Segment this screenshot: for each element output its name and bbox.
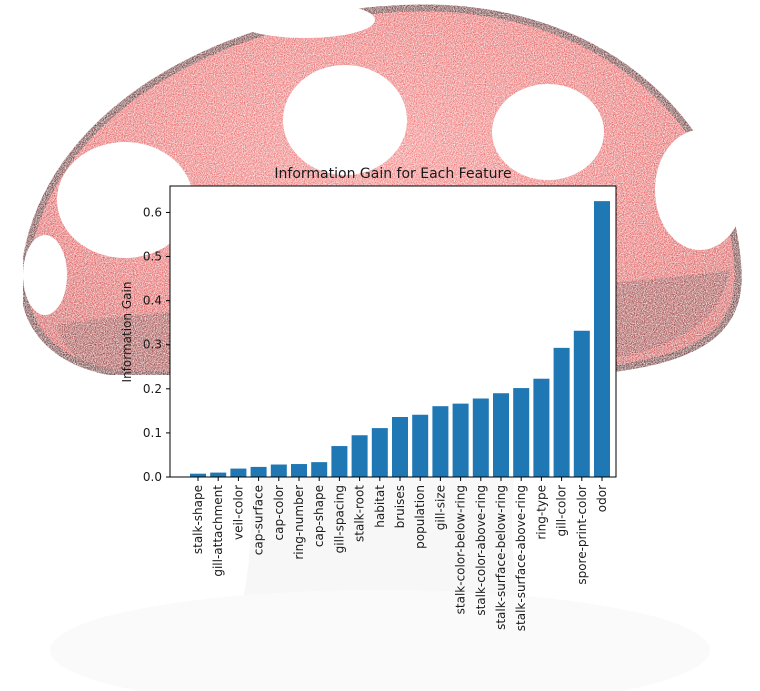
bar-bruises: [392, 416, 408, 477]
bar-stalk-color-below-ring: [452, 403, 469, 477]
y-tick-label: 0.4: [143, 294, 162, 308]
bar-gill-attachment: [210, 472, 227, 477]
bar-ring-number: [291, 464, 307, 477]
x-axis-ticks: stalk-shape gill-attachment veil-color cap-…: [191, 477, 609, 631]
bar-series: [190, 201, 610, 478]
bar-odor: [594, 201, 610, 478]
x-tick-label: stalk-surface-above-ring: [514, 485, 528, 631]
x-tick-label: stalk-shape: [191, 485, 205, 554]
x-tick-label: spore-print-color: [575, 485, 589, 585]
bar-stalk-shape: [190, 473, 206, 477]
x-tick-label: gill-color: [555, 485, 569, 537]
y-tick-label: 0.5: [143, 250, 162, 264]
bar-spore-print-color: [573, 330, 590, 477]
mushroom-stem: [50, 470, 710, 691]
y-tick-label: 0.6: [143, 205, 162, 219]
bar-cap-surface: [250, 466, 267, 477]
x-tick-label: stalk-surface-below-ring: [494, 485, 508, 630]
x-tick-label: stalk-root: [353, 485, 367, 542]
bar-stalk-root: [351, 435, 368, 477]
x-tick-label: stalk-color-below-ring: [454, 485, 468, 614]
x-tick-label: odor: [595, 485, 609, 512]
y-tick-label: 0.1: [143, 426, 162, 440]
x-tick-label: stalk-color-above-ring: [474, 485, 488, 616]
bar-cap-shape: [311, 462, 328, 477]
y-axis-label: Information Gain: [120, 282, 134, 383]
bar-stalk-color-above-ring: [472, 398, 489, 477]
x-tick-label: cap-surface: [252, 485, 266, 555]
bar-gill-size: [432, 406, 449, 477]
bar-gill-spacing: [331, 446, 348, 477]
x-tick-label: gill-size: [433, 485, 447, 530]
x-tick-label: cap-color: [272, 485, 286, 541]
bar-veil-color: [230, 468, 247, 477]
bar-population: [412, 414, 429, 477]
y-tick-label: 0.3: [143, 338, 162, 352]
x-tick-label: bruises: [393, 485, 407, 528]
chart-title: Information Gain for Each Feature: [274, 166, 511, 182]
y-axis-ticks: 0.0 0.1 0.2 0.3 0.4 0.5 0.6: [143, 205, 170, 484]
y-tick-label: 0.0: [143, 470, 162, 484]
x-tick-label: veil-color: [231, 485, 245, 540]
x-tick-label: gill-attachment: [211, 485, 225, 577]
bar-cap-color: [270, 464, 287, 477]
plot-frame: [169, 185, 617, 478]
x-tick-label: habitat: [373, 485, 387, 528]
x-tick-label: gill-spacing: [332, 485, 346, 553]
x-tick-label: ring-number: [292, 485, 306, 560]
bar-habitat: [371, 428, 388, 477]
y-tick-label: 0.2: [143, 382, 162, 396]
x-tick-label: cap-shape: [312, 485, 326, 547]
bar-stalk-surface-below-ring: [493, 393, 509, 477]
bar-ring-type: [533, 378, 550, 477]
x-tick-label: population: [413, 485, 427, 549]
x-tick-label: ring-type: [534, 485, 548, 540]
bar-stalk-surface-above-ring: [513, 388, 530, 477]
bar-gill-color: [553, 347, 570, 477]
